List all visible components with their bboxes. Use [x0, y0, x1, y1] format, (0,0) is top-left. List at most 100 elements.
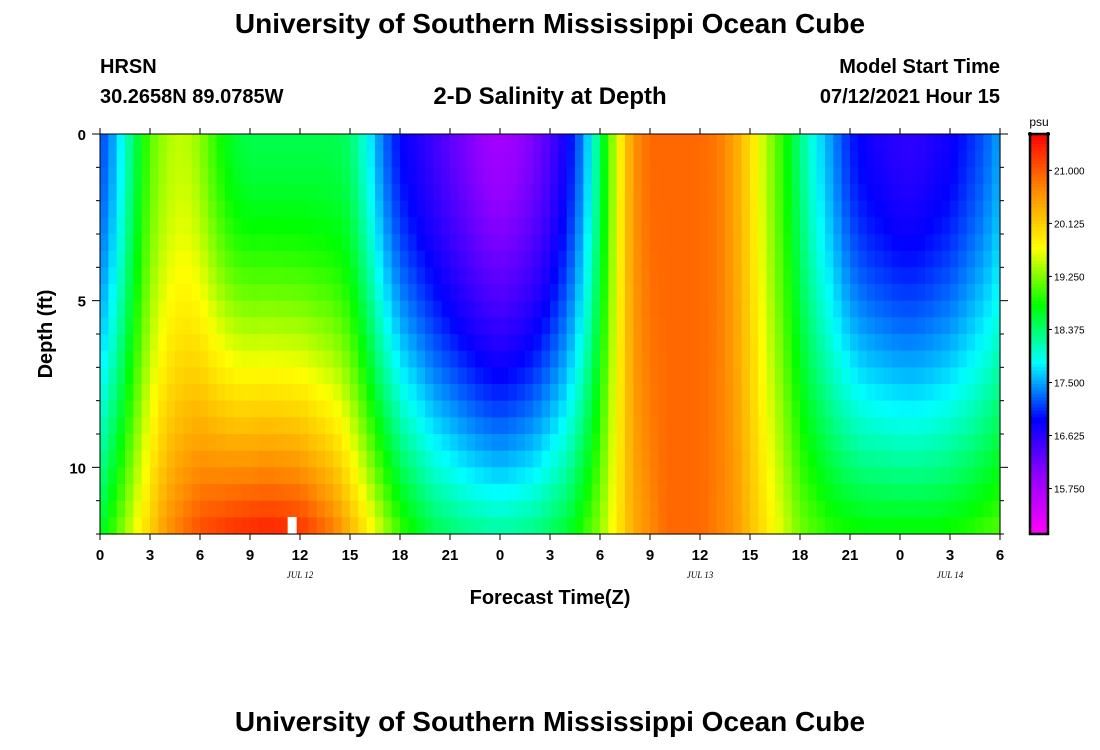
- heatmap-cell: [408, 334, 418, 352]
- heatmap-cell: [650, 267, 659, 285]
- heatmap-cell: [400, 334, 409, 352]
- heatmap-cell: [166, 517, 176, 535]
- heatmap-cell: [525, 284, 534, 302]
- heatmap-cell: [483, 367, 493, 385]
- heatmap-cell: [750, 250, 759, 268]
- heatmap-cell: [850, 250, 859, 268]
- heatmap-cell: [891, 350, 901, 368]
- heatmap-cell: [883, 334, 893, 352]
- heatmap-cell: [533, 234, 543, 252]
- heatmap-cell: [116, 184, 126, 202]
- heatmap-cell: [983, 350, 993, 368]
- heatmap-cell: [166, 167, 176, 185]
- heatmap-cell: [958, 150, 968, 168]
- heatmap-cell: [933, 417, 943, 435]
- heatmap-cell: [791, 367, 801, 385]
- heatmap-cell: [825, 434, 834, 452]
- heatmap-cell: [291, 167, 301, 185]
- heatmap-cell: [691, 467, 701, 485]
- heatmap-cell: [525, 267, 534, 285]
- heatmap-cell: [683, 350, 693, 368]
- heatmap-cell: [650, 367, 659, 385]
- heatmap-cell: [391, 217, 401, 235]
- heatmap-cell: [366, 484, 376, 502]
- heatmap-cell: [508, 317, 518, 335]
- heatmap-cell: [525, 217, 534, 235]
- heatmap-cell: [175, 184, 184, 202]
- heatmap-cell: [783, 484, 793, 502]
- heatmap-cell: [133, 400, 143, 418]
- heatmap-cell: [875, 217, 884, 235]
- heatmap-cell: [166, 250, 176, 268]
- heatmap-cell: [808, 467, 818, 485]
- heatmap-cell: [783, 300, 793, 318]
- heatmap-cell: [250, 500, 259, 518]
- heatmap-cell: [716, 200, 726, 218]
- heatmap-cell: [533, 484, 543, 502]
- heatmap-cell: [208, 484, 218, 502]
- heatmap-cell: [525, 384, 534, 402]
- heatmap-cell: [766, 350, 776, 368]
- heatmap-cell: [425, 317, 434, 335]
- heatmap-cell: [925, 500, 934, 518]
- heatmap-cell: [400, 167, 409, 185]
- heatmap-cell: [933, 434, 943, 452]
- heatmap-cell: [175, 200, 184, 218]
- heatmap-cell: [816, 134, 826, 152]
- heatmap-cell: [441, 384, 451, 402]
- heatmap-cell: [691, 417, 701, 435]
- heatmap-cell: [483, 150, 493, 168]
- heatmap-cell: [566, 150, 576, 168]
- heatmap-cell: [241, 250, 251, 268]
- heatmap-cell: [258, 267, 268, 285]
- heatmap-cell: [983, 234, 993, 252]
- heatmap-cell: [808, 134, 818, 152]
- heatmap-cell: [675, 434, 684, 452]
- heatmap-cell: [933, 134, 943, 152]
- heatmap-cell: [341, 467, 351, 485]
- heatmap-cell: [983, 334, 993, 352]
- heatmap-cell: [683, 150, 693, 168]
- heatmap-cell: [483, 450, 493, 468]
- heatmap-cell: [541, 217, 551, 235]
- heatmap-cell: [916, 350, 926, 368]
- heatmap-cell: [491, 367, 501, 385]
- heatmap-cell: [900, 200, 909, 218]
- heatmap-cell: [791, 450, 801, 468]
- heatmap-cell: [783, 517, 793, 535]
- heatmap-cell: [733, 267, 743, 285]
- heatmap-cell: [808, 267, 818, 285]
- heatmap-cell: [525, 450, 534, 468]
- heatmap-cell: [791, 284, 801, 302]
- heatmap-cell: [675, 484, 684, 502]
- heatmap-cell: [533, 267, 543, 285]
- heatmap-cell: [441, 484, 451, 502]
- heatmap-cell: [883, 300, 893, 318]
- heatmap-cell: [283, 184, 293, 202]
- heatmap-cell: [733, 417, 743, 435]
- heatmap-cell: [258, 167, 268, 185]
- heatmap-cell: [616, 517, 626, 535]
- heatmap-cell: [933, 517, 943, 535]
- heatmap-cell: [416, 167, 426, 185]
- heatmap-cell: [366, 334, 376, 352]
- heatmap-cell: [508, 200, 518, 218]
- heatmap-cell: [858, 250, 868, 268]
- heatmap-cell: [975, 384, 984, 402]
- heatmap-cell: [466, 484, 476, 502]
- heatmap-cell: [500, 350, 509, 368]
- heatmap-cell: [516, 450, 526, 468]
- heatmap-cell: [691, 234, 701, 252]
- heatmap-cell: [433, 434, 443, 452]
- heatmap-cell: [233, 350, 243, 368]
- heatmap-cell: [308, 250, 318, 268]
- heatmap-cell: [183, 517, 193, 535]
- heatmap-cell: [666, 350, 676, 368]
- heatmap-cell: [775, 467, 784, 485]
- heatmap-cell: [591, 484, 601, 502]
- heatmap-cell: [666, 400, 676, 418]
- heatmap-cell: [883, 267, 893, 285]
- heatmap-cell: [600, 450, 609, 468]
- heatmap-cell: [333, 417, 343, 435]
- heatmap-cell: [950, 167, 959, 185]
